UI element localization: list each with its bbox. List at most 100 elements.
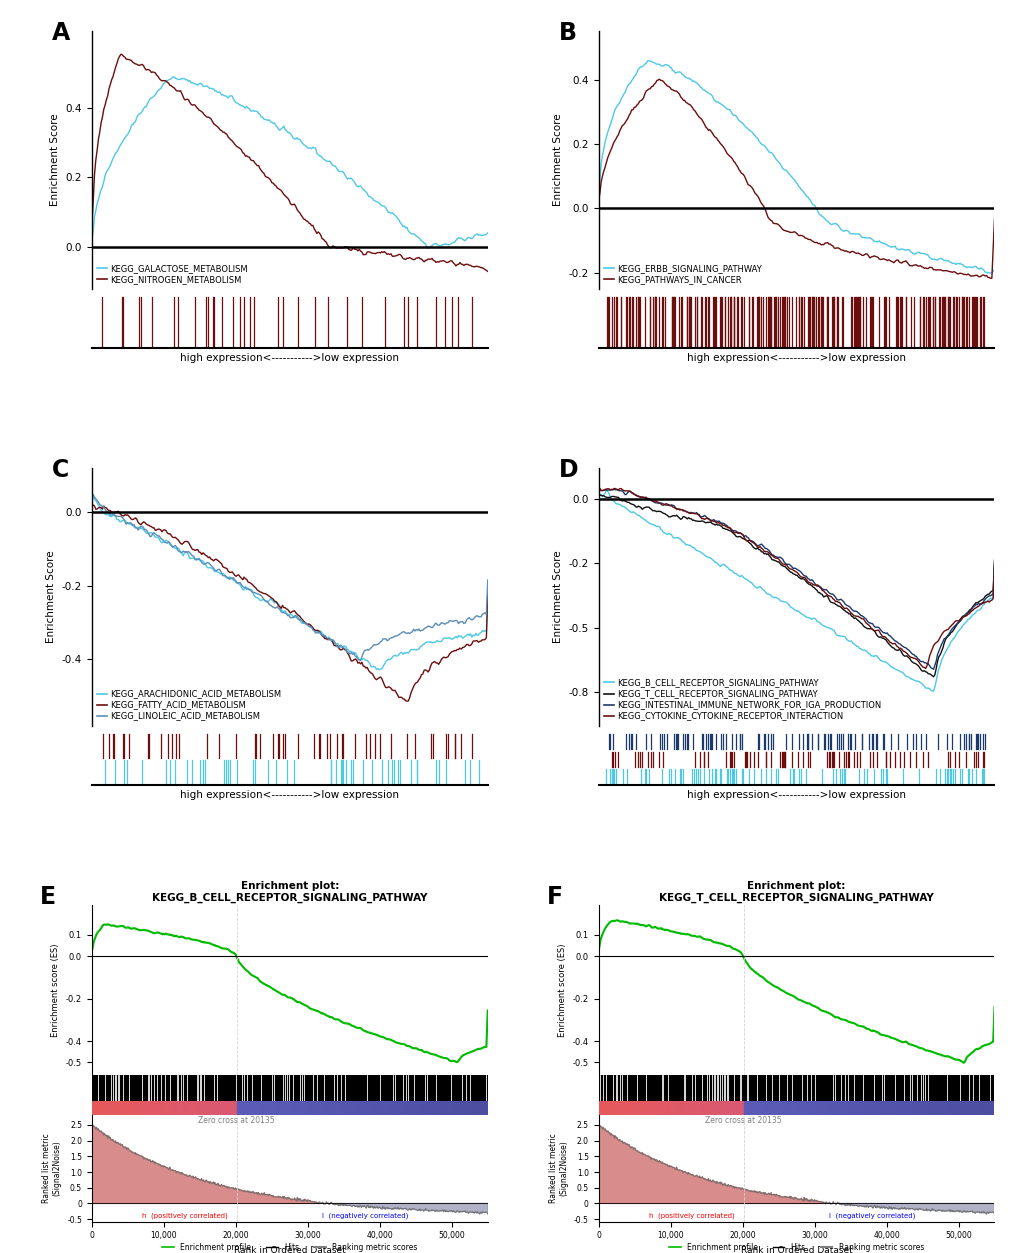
Bar bbox=[422, 1100, 425, 1115]
Bar bbox=[763, 1100, 765, 1115]
Bar bbox=[671, 1100, 672, 1115]
Bar bbox=[883, 1100, 886, 1115]
Bar bbox=[281, 1100, 284, 1115]
Bar bbox=[736, 1100, 737, 1115]
Bar bbox=[823, 1100, 825, 1115]
Bar bbox=[454, 1100, 458, 1115]
Bar bbox=[649, 1100, 650, 1115]
Bar bbox=[297, 1100, 300, 1115]
Bar bbox=[272, 1100, 274, 1115]
Bar bbox=[750, 1100, 753, 1115]
Bar bbox=[815, 1100, 818, 1115]
Bar bbox=[305, 1100, 307, 1115]
Bar bbox=[252, 1100, 254, 1115]
Bar bbox=[708, 1100, 709, 1115]
Bar bbox=[734, 1100, 736, 1115]
Bar bbox=[661, 1100, 663, 1115]
Bar bbox=[357, 1100, 360, 1115]
Bar bbox=[206, 1100, 208, 1115]
Bar bbox=[894, 1100, 896, 1115]
Bar bbox=[302, 1100, 305, 1115]
Bar bbox=[392, 1100, 394, 1115]
Bar bbox=[259, 1100, 262, 1115]
Bar bbox=[664, 1100, 666, 1115]
Bar bbox=[696, 1100, 698, 1115]
Bar bbox=[711, 1100, 712, 1115]
Bar bbox=[264, 1100, 267, 1115]
Bar bbox=[801, 1100, 803, 1115]
Bar bbox=[257, 1100, 259, 1115]
Bar bbox=[772, 1100, 775, 1115]
Bar bbox=[168, 1100, 170, 1115]
Bar bbox=[199, 1100, 201, 1115]
Bar bbox=[743, 1100, 745, 1115]
Bar bbox=[605, 1100, 606, 1115]
Y-axis label: Ranked list metric
(Signal2Noise): Ranked list metric (Signal2Noise) bbox=[548, 1134, 568, 1203]
Bar bbox=[891, 1100, 894, 1115]
Bar bbox=[103, 1100, 105, 1115]
Bar bbox=[923, 1100, 926, 1115]
Bar bbox=[898, 1100, 901, 1115]
X-axis label: high expression<----------->low expression: high expression<----------->low expressi… bbox=[180, 791, 398, 801]
Bar bbox=[181, 1100, 183, 1115]
Bar bbox=[136, 1100, 137, 1115]
Text: F: F bbox=[546, 885, 562, 908]
Bar bbox=[803, 1100, 805, 1115]
Bar bbox=[161, 1100, 163, 1115]
Bar bbox=[212, 1100, 213, 1115]
Bar bbox=[399, 1100, 401, 1115]
Bar bbox=[613, 1100, 615, 1115]
Bar bbox=[627, 1100, 629, 1115]
Bar bbox=[235, 1100, 236, 1115]
Bar bbox=[699, 1100, 701, 1115]
Bar bbox=[146, 1100, 147, 1115]
Y-axis label: Enrichment Score: Enrichment Score bbox=[552, 114, 562, 207]
Bar bbox=[370, 1100, 372, 1115]
Bar bbox=[472, 1100, 475, 1115]
Bar bbox=[946, 1100, 949, 1115]
Text: D: D bbox=[558, 457, 578, 482]
Bar bbox=[447, 1100, 449, 1115]
Bar bbox=[339, 1100, 341, 1115]
Bar bbox=[249, 1100, 252, 1115]
Bar bbox=[941, 1100, 944, 1115]
Bar bbox=[611, 1100, 612, 1115]
Bar bbox=[619, 1100, 620, 1115]
Bar bbox=[228, 1100, 229, 1115]
Bar bbox=[167, 1100, 168, 1115]
Bar bbox=[213, 1100, 215, 1115]
Bar bbox=[870, 1100, 873, 1115]
Bar bbox=[777, 1100, 781, 1115]
Bar bbox=[247, 1100, 249, 1115]
Bar bbox=[667, 1100, 668, 1115]
Bar bbox=[721, 1100, 722, 1115]
Bar bbox=[961, 1100, 963, 1115]
Bar bbox=[986, 1100, 988, 1115]
Bar bbox=[157, 1100, 158, 1115]
Bar bbox=[367, 1100, 370, 1115]
Bar bbox=[843, 1100, 846, 1115]
Bar bbox=[417, 1100, 420, 1115]
Bar bbox=[626, 1100, 627, 1115]
Bar bbox=[147, 1100, 148, 1115]
Bar bbox=[781, 1100, 783, 1115]
Bar bbox=[691, 1100, 692, 1115]
Bar bbox=[896, 1100, 898, 1115]
Bar bbox=[101, 1100, 102, 1115]
Bar bbox=[463, 1100, 465, 1115]
Bar bbox=[420, 1100, 422, 1115]
Bar bbox=[467, 1100, 470, 1115]
Bar bbox=[449, 1100, 452, 1115]
Bar bbox=[314, 1100, 317, 1115]
Bar bbox=[294, 1100, 297, 1115]
Bar bbox=[191, 1100, 192, 1115]
Bar bbox=[128, 1100, 129, 1115]
Bar bbox=[606, 1100, 608, 1115]
Bar bbox=[289, 1100, 291, 1115]
Legend: KEGG_GALACTOSE_METABOLISM, KEGG_NITROGEN_METABOLISM: KEGG_GALACTOSE_METABOLISM, KEGG_NITROGEN… bbox=[96, 263, 249, 284]
Bar bbox=[729, 1100, 730, 1115]
Bar bbox=[178, 1100, 180, 1115]
Bar bbox=[901, 1100, 903, 1115]
Bar bbox=[123, 1100, 125, 1115]
Bar bbox=[798, 1100, 801, 1115]
